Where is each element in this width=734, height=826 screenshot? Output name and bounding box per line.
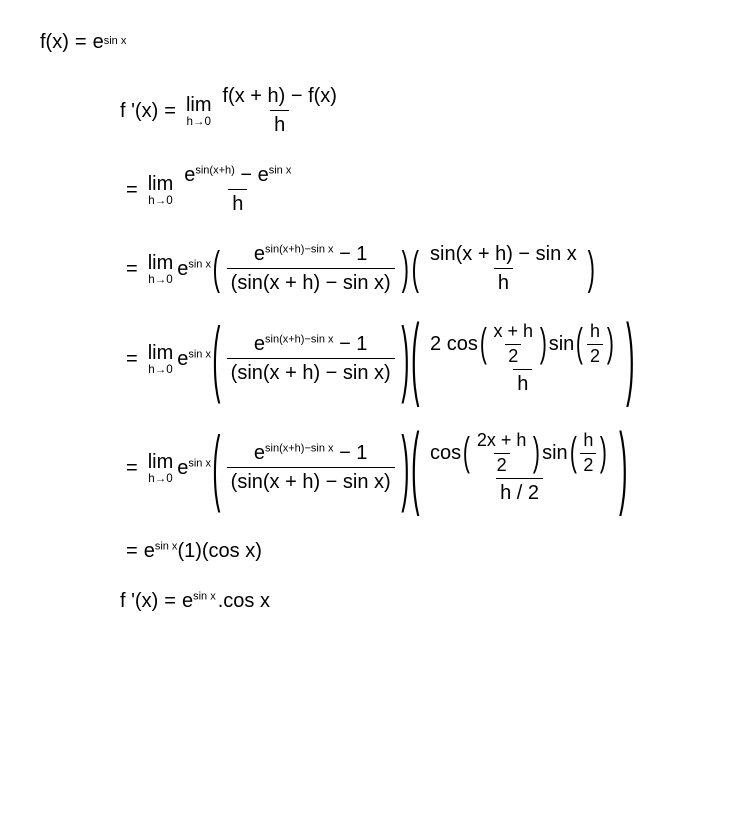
step2-num: esin(x+h) − esin x <box>180 163 295 189</box>
sindiff-frac: sin(x + h) − sin x h <box>426 242 581 295</box>
step2-den: h <box>228 189 247 216</box>
factor2-prod: ( 2 cos ( x + h 2 ) <box>412 321 633 396</box>
dq-num: f(x + h) − f(x) <box>219 84 341 110</box>
limit: lim h→0 <box>148 251 174 287</box>
fprime-lhs: f '(x) <box>120 589 158 613</box>
e-exp: sin x <box>104 35 127 48</box>
equals: = <box>126 257 138 281</box>
limit: lim h→0 <box>148 172 174 208</box>
limit: lim h→0 <box>186 93 212 129</box>
lim-label: lim <box>186 93 212 117</box>
equals: = <box>164 589 176 613</box>
esinx: esin x <box>182 589 216 613</box>
esinx: esin x <box>177 257 211 281</box>
equals: = <box>126 347 138 371</box>
equals: = <box>164 99 176 123</box>
fprime-lhs: f '(x) <box>120 99 158 123</box>
fx-lhs: f(x) <box>40 30 69 54</box>
esinx: esin x <box>177 456 211 480</box>
definition-line: f(x) = esin x <box>40 30 694 54</box>
step5-line: = lim h→0 esin x ( esin(x+h)−sin x − 1 (… <box>120 430 694 505</box>
equals: = <box>126 539 138 563</box>
equals: = <box>75 30 87 54</box>
equals: = <box>126 178 138 202</box>
esinx: esin x <box>144 539 178 563</box>
derivation-block: f(x) = esin x f '(x) = lim h→0 f(x + h) … <box>40 30 694 613</box>
exp-frac: esin(x+h)−sin x − 1 (sin(x + h) − sin x) <box>227 242 395 295</box>
limit: lim h→0 <box>148 341 174 377</box>
factor1: ( esin(x+h)−sin x − 1 (sin(x + h) − sin … <box>213 332 408 385</box>
step2-frac: esin(x+h) − esin x h <box>180 163 295 216</box>
factor1: ( esin(x+h)−sin x − 1 (sin(x + h) − sin … <box>213 441 408 494</box>
final-line: f '(x) = esin x .cos x <box>120 589 694 613</box>
esinx: esin x <box>177 347 211 371</box>
dq-den: h <box>270 110 289 137</box>
factor1: ( esin(x+h)−sin x − 1 (sin(x + h) − sin … <box>213 242 408 295</box>
factor2-prod2: ( cos ( 2x + h 2 ) <box>412 430 626 505</box>
limit: lim h→0 <box>148 450 174 486</box>
equals: = <box>126 456 138 480</box>
factor2: ( sin(x + h) − sin x h ) <box>412 242 594 295</box>
diff-quotient: f(x + h) − f(x) h <box>219 84 341 137</box>
final-tail: .cos x <box>218 589 270 613</box>
lim-sub: h→0 <box>186 115 211 129</box>
e-base: e <box>93 30 104 54</box>
step1-line: f '(x) = lim h→0 f(x + h) − f(x) h <box>120 84 694 137</box>
